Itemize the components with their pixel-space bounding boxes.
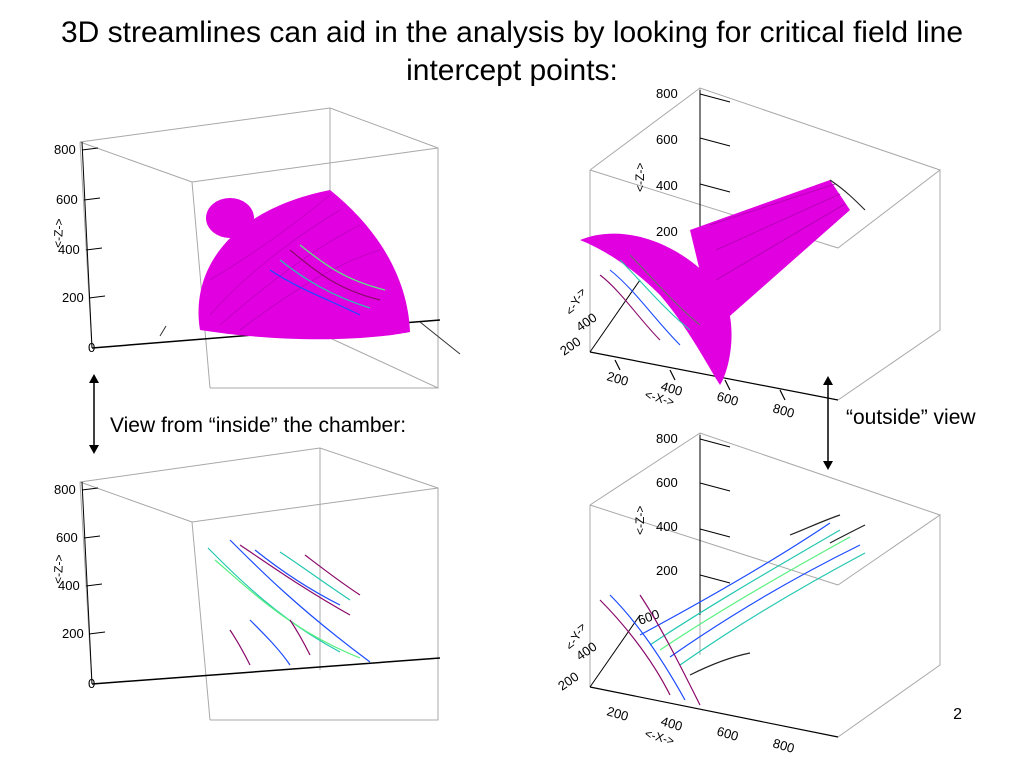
z-tick-label: 0 <box>88 676 95 691</box>
streamlines <box>269 244 386 316</box>
z-tick-label: 0 <box>88 340 95 355</box>
streamlines <box>599 179 866 346</box>
x-axis <box>589 351 839 401</box>
x-tick-label: 600 <box>715 723 740 743</box>
z-tick-label: 400 <box>656 178 678 193</box>
y-axis <box>589 614 641 688</box>
x-axis <box>91 657 441 685</box>
y-tick-label: 400 <box>573 310 599 335</box>
x-tick-label: 800 <box>771 400 796 420</box>
streamlines <box>599 514 866 706</box>
plot-inside-with-surface-svg: 800 600 400 200 0 <-Z-> <box>51 107 461 389</box>
z-axis-name: <-Z-> <box>633 163 647 192</box>
z-tick-label: 200 <box>656 563 678 578</box>
x-tick-label: 400 <box>659 378 684 398</box>
z-tick-label: 200 <box>656 224 678 239</box>
double-arrow-icon <box>823 376 833 470</box>
z-tick-label: 600 <box>656 475 678 490</box>
y-tick-label: 600 <box>636 606 662 628</box>
plot-outside-with-surface: 800 600 400 200 <-Z-> 200 400 600 800 <-… <box>540 80 941 421</box>
z-tick-label: 600 <box>56 530 78 545</box>
z-tick-label: 200 <box>62 290 84 305</box>
slide-title: 3D streamlines can aid in the analysis b… <box>60 16 964 87</box>
magnetic-surface <box>198 190 410 340</box>
x-tick-label: 200 <box>605 368 630 388</box>
z-tick-label: 800 <box>656 86 678 101</box>
y-tick-label: 200 <box>557 334 583 359</box>
z-axis <box>81 481 106 685</box>
z-tick-label: 600 <box>56 192 78 207</box>
magnetic-surface <box>580 180 850 385</box>
z-axis <box>81 141 106 349</box>
plot-outside-with-surface-svg: 800 600 400 200 <-Z-> 200 400 600 800 <-… <box>557 86 941 421</box>
double-arrow-icon <box>89 374 99 454</box>
z-tick-label: 400 <box>58 578 80 593</box>
y-axis <box>589 279 641 353</box>
x-tick-label: 800 <box>771 735 796 755</box>
x-tick-label: 400 <box>659 713 684 733</box>
streamlines <box>207 539 371 666</box>
z-tick-label: 800 <box>54 142 76 157</box>
plot-inside-streamlines: 800 600 400 200 0 <-Z-> <box>40 440 480 721</box>
outside-view-caption: “outside” view <box>846 406 976 429</box>
z-tick-label: 800 <box>656 431 678 446</box>
z-tick-label: 400 <box>656 519 678 534</box>
x-tick-label: 600 <box>715 388 740 408</box>
plot-inside-streamlines-svg: 800 600 400 200 0 <-Z-> <box>51 447 441 721</box>
z-axis <box>699 435 731 615</box>
z-axis-name: <-Z-> <box>51 554 66 584</box>
inside-view-arrow <box>84 374 104 454</box>
page-number: 2 <box>953 706 962 723</box>
plot-outside-streamlines: 800 600 400 200 <-Z-> 200 400 600 800 <-… <box>540 425 941 756</box>
x-axis <box>589 686 839 738</box>
plot-outside-streamlines-svg: 800 600 400 200 <-Z-> 200 400 600 800 <-… <box>555 431 941 756</box>
inside-view-caption: View from “inside” the chamber: <box>110 414 407 437</box>
z-tick-label: 800 <box>54 482 76 497</box>
bounding-box <box>79 447 439 721</box>
z-tick-label: 600 <box>656 132 678 147</box>
x-tick-label: 200 <box>605 703 630 723</box>
plot-inside-with-surface: 800 600 400 200 0 <-Z-> <box>40 100 480 390</box>
z-tick-label: 400 <box>58 242 80 257</box>
y-tick-label: 200 <box>555 669 581 694</box>
z-axis-name: <-Z-> <box>633 506 647 535</box>
z-tick-label: 200 <box>62 626 84 641</box>
outside-view-arrow <box>818 376 838 470</box>
z-axis-name: <-Z-> <box>51 218 66 248</box>
